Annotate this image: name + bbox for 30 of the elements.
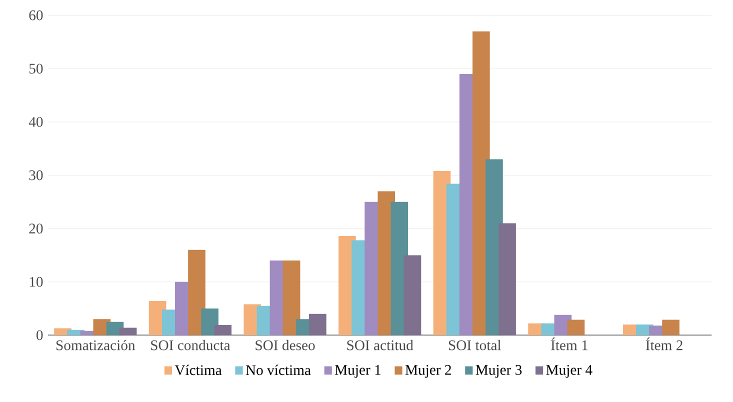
x-tick-label: Ítem 2: [646, 338, 682, 350]
bar: [188, 250, 206, 336]
bar: [214, 325, 232, 336]
bar: [498, 223, 516, 336]
bar: [282, 260, 300, 336]
bar: [567, 320, 585, 336]
bar: [309, 314, 326, 336]
bar: [119, 328, 137, 336]
legend-label: Mujer 3: [476, 365, 522, 378]
legend-label: Mujer 4: [546, 365, 592, 378]
y-tick-label: 50: [29, 64, 43, 74]
y-tick-label: 0: [36, 330, 43, 340]
x-tick-label: SOI conducta: [151, 340, 230, 350]
legend-label: No víctima: [246, 364, 311, 376]
y-tick-label: 40: [28, 117, 43, 127]
bar: [404, 255, 422, 336]
x-tick-label: Somatización: [56, 340, 136, 350]
legend-label: Víctima: [174, 364, 222, 376]
y-tick-label: 20: [29, 224, 43, 234]
x-tick-label: SOI deseo: [256, 340, 315, 350]
legend-label: Mujer 1: [334, 365, 380, 378]
legend-label: Mujer 2: [405, 365, 451, 378]
y-tick-label: 30: [29, 170, 43, 180]
y-tick-label: 10: [30, 277, 43, 287]
x-tick-label: SOI total: [448, 340, 502, 350]
y-tick-label: 60: [29, 10, 43, 20]
x-tick-label: Ítem 1: [551, 338, 588, 350]
x-tick-label: SOI actitud: [347, 340, 414, 350]
bar: [662, 320, 680, 336]
bar: [201, 308, 218, 336]
